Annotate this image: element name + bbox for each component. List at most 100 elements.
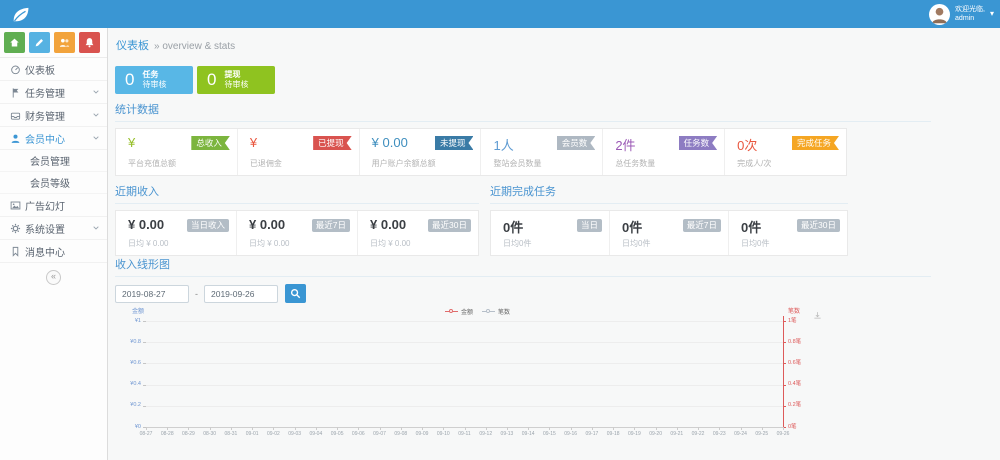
chart-section-title: 收入线形图 <box>115 256 931 277</box>
bell-icon[interactable] <box>79 32 100 53</box>
sidebar-item-tasks[interactable]: 任务管理 <box>0 81 107 104</box>
x-axis-label: 09-10 <box>436 431 450 437</box>
x-axis-label: 09-24 <box>734 431 747 437</box>
tasks-sub: 日均0件 <box>503 239 532 248</box>
legend-label: 笔数 <box>498 310 511 316</box>
x-axis-label: 09-26 <box>776 431 790 437</box>
x-axis-label: 09-21 <box>670 431 684 437</box>
welcome-text: 欢迎光临, admin <box>955 6 985 22</box>
stat-card-members: 1人 会员数 整站会员数量 <box>481 129 604 175</box>
income-badge: 最近7日 <box>311 219 350 232</box>
stat-value: 1人 <box>493 138 514 153</box>
income-value: ¥ 0.00 <box>128 217 165 232</box>
sidebar-item-finance[interactable]: 财务管理 <box>0 104 107 127</box>
y-axis-left-label: ¥1 <box>134 317 141 324</box>
pending-withdraw-box[interactable]: 0 提现 待审核 <box>197 66 275 94</box>
tasks-sub: 日均0件 <box>741 239 770 248</box>
leaf-logo-icon[interactable] <box>9 4 31 24</box>
sidebar-subitem-member-manage[interactable]: 会员管理 <box>0 150 107 172</box>
y-axis-right-label: 1笔 <box>788 317 797 324</box>
tasks-badge: 当日 <box>576 219 602 232</box>
x-axis-label: 08-31 <box>224 431 238 437</box>
pencil-icon[interactable] <box>29 32 50 53</box>
save-image-icon[interactable] <box>813 307 822 325</box>
stat-badge: 任务数 <box>679 136 718 150</box>
legend-marker-icon <box>445 308 458 315</box>
x-axis-label: 09-09 <box>415 431 429 437</box>
x-axis-label: 09-25 <box>755 431 769 437</box>
stat-badge: 已提现 <box>313 136 352 150</box>
x-axis-label: 08-27 <box>139 431 153 437</box>
stats-card-row: ¥ 总收入 平台充值总额 ¥ 已提现 已退佣金 ¥ 0.00 未提现 用户账户余… <box>115 128 847 176</box>
flag-icon <box>10 87 25 98</box>
tasks-card-30d: 0件 最近30日 日均0件 <box>729 211 847 255</box>
x-axis-label: 09-15 <box>543 431 556 437</box>
breadcrumb-dashboard-link[interactable]: 仪表板 <box>116 40 149 52</box>
tasks-card-7d: 0件 最近7日 日均0件 <box>610 211 729 255</box>
home-icon[interactable] <box>4 32 25 53</box>
x-axis-label: 09-04 <box>309 431 323 437</box>
sidebar: 仪表板 任务管理 财务管理 会员中心 会员管理 会员等级 广告幻灯 系统设置 消… <box>0 28 108 460</box>
income-badge: 最近30日 <box>428 219 471 232</box>
stat-card-unwithdrawn: ¥ 0.00 未提现 用户账户余额总额 <box>360 129 482 175</box>
y-axis-right-label: 0笔 <box>788 423 797 430</box>
tasks-badge: 最近7日 <box>682 219 721 232</box>
stat-badge: 完成任务 <box>792 136 839 150</box>
x-axis-label: 09-23 <box>712 431 726 437</box>
legend-item[interactable]: 笔数 <box>482 307 510 316</box>
pending-tasks-box[interactable]: 0 任务 待审核 <box>115 66 193 94</box>
stat-label: 总任务数量 <box>615 159 656 168</box>
income-line-chart: 金额 笔数 ¥0 0笔 ¥0.2 0.2笔 ¥0.4 0.4笔 ¥0.6 0.6笔 ¥0.8 0.8… <box>115 307 855 442</box>
recent-tasks-section: 近期完成任务 0件 当日 日均0件 0件 最近7日 日均0件 0件 最近30日 … <box>490 183 848 256</box>
recent-income-row: ¥ 0.00 当日收入 日均 ¥ 0.00 ¥ 0.00 最近7日 日均 ¥ 0… <box>115 210 479 256</box>
recent-tasks-title: 近期完成任务 <box>490 183 848 204</box>
search-button[interactable] <box>285 284 306 303</box>
income-card-7d: ¥ 0.00 最近7日 日均 ¥ 0.00 <box>237 211 358 255</box>
pending-withdraw-label: 提现 待审核 <box>224 70 249 89</box>
sidebar-item-ad-slides[interactable]: 广告幻灯 <box>0 194 107 217</box>
chevron-down-icon <box>92 111 100 119</box>
stat-value: 0次 <box>737 138 758 153</box>
quick-icon-row <box>0 28 107 58</box>
search-icon <box>290 288 301 299</box>
x-axis-label: 09-17 <box>585 431 599 437</box>
tasks-value: 0件 <box>503 220 524 235</box>
stat-value: ¥ <box>249 135 258 150</box>
user-icon <box>10 133 25 144</box>
sidebar-collapse-button[interactable]: « <box>46 270 61 285</box>
sidebar-item-settings[interactable]: 系统设置 <box>0 217 107 240</box>
sidebar-subitem-member-level[interactable]: 会员等级 <box>0 172 107 194</box>
stats-section-title: 统计数据 <box>115 101 931 122</box>
sidebar-item-members[interactable]: 会员中心 <box>0 127 107 150</box>
chart-legend: 金额 笔数 <box>445 307 510 316</box>
stat-card-completed: 0次 完成任务 完成人/次 <box>725 129 846 175</box>
date-to-input[interactable]: 2019-09-26 <box>204 284 278 303</box>
stat-badge: 未提现 <box>435 136 474 150</box>
tasks-value: 0件 <box>741 220 762 235</box>
breadcrumb-trail: » overview & stats <box>154 41 236 52</box>
x-axis-label: 09-19 <box>627 431 641 437</box>
x-axis-label: 09-01 <box>245 431 259 437</box>
legend-label: 金额 <box>461 310 474 316</box>
sidebar-item-messages[interactable]: 消息中心 <box>0 240 107 263</box>
date-from-input[interactable]: 2019-08-27 <box>115 284 189 303</box>
x-axis-label: 08-30 <box>203 431 217 437</box>
stat-label: 平台充值总额 <box>128 159 176 168</box>
income-card-30d: ¥ 0.00 最近30日 日均 ¥ 0.00 <box>358 211 478 255</box>
sidebar-item-dashboard[interactable]: 仪表板 <box>0 58 107 81</box>
users-icon[interactable] <box>54 32 75 53</box>
stat-label: 已退佣金 <box>249 159 282 168</box>
sidebar-item-label: 财务管理 <box>25 111 65 123</box>
x-axis-label: 08-29 <box>182 431 195 437</box>
y-axis-right-label: 0.8笔 <box>788 338 802 345</box>
sidebar-item-label: 消息中心 <box>25 247 65 259</box>
legend-item[interactable]: 金额 <box>445 307 473 316</box>
income-value: ¥ 0.00 <box>370 217 407 232</box>
tasks-sub: 日均0件 <box>622 239 651 248</box>
stat-badge: 总收入 <box>191 136 230 150</box>
chevron-down-icon <box>92 88 100 96</box>
x-axis-label: 09-12 <box>479 431 493 437</box>
x-axis-label: 09-20 <box>649 431 662 437</box>
stat-value: ¥ 0.00 <box>371 135 408 150</box>
user-menu[interactable]: 欢迎光临, admin ▾ <box>929 0 994 28</box>
